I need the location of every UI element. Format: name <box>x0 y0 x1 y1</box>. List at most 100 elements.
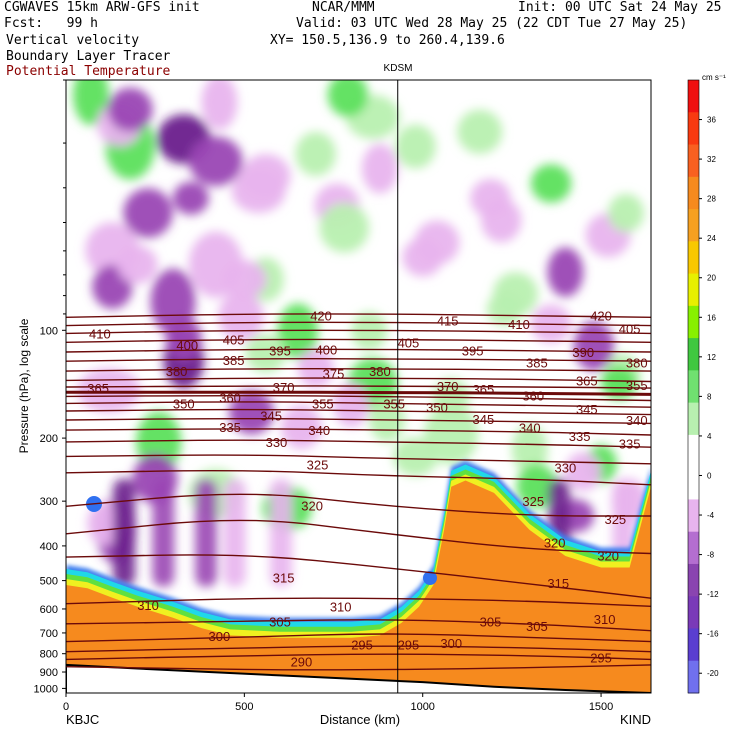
header-center: NCAR/MMM <box>312 0 375 15</box>
theta-label: 385 <box>526 355 548 370</box>
header-valid: Valid: 03 UTC Wed 28 May 25 (22 CDT Tue … <box>296 16 688 31</box>
theta-label: 410 <box>508 317 530 332</box>
velocity-cell <box>333 382 370 427</box>
velocity-cell <box>608 193 645 233</box>
theta-contour-355 <box>66 417 651 425</box>
velocity-column <box>223 478 246 587</box>
colorbar-swatch <box>688 434 699 468</box>
theta-label: 295 <box>351 638 373 653</box>
theta-label: 290 <box>291 654 313 669</box>
velocity-cell <box>573 321 615 371</box>
velocity-cell <box>277 303 319 359</box>
colorbar-swatch <box>688 596 699 629</box>
y-tick-label: 700 <box>40 628 58 640</box>
velocity-cell <box>395 124 436 169</box>
theta-label: 320 <box>597 549 619 564</box>
theta-label: 325 <box>522 494 544 509</box>
colorbar-swatch <box>688 176 699 210</box>
theta-label: 390 <box>572 345 594 360</box>
colorbar-swatch <box>688 209 699 242</box>
theta-contour-310 <box>66 619 651 632</box>
theta-label: 310 <box>594 612 616 627</box>
velocity-cell <box>123 188 173 238</box>
colorbar-swatch <box>688 628 699 662</box>
colorbar-swatch <box>688 499 699 533</box>
colorbar-swatch <box>688 563 699 597</box>
theta-contour-360 <box>66 408 651 416</box>
colorbar-tick-label: -16 <box>707 630 719 639</box>
theta-label: 370 <box>437 379 459 394</box>
colorbar-tick-label: 24 <box>707 234 716 243</box>
velocity-column <box>270 478 293 587</box>
theta-label: 350 <box>173 396 195 411</box>
theta-label: 325 <box>604 512 626 527</box>
theta-label: 340 <box>519 421 541 436</box>
pbl-cell-blob <box>423 571 437 585</box>
colorbar-tick-label: 36 <box>707 116 716 125</box>
theta-label: 420 <box>590 309 612 324</box>
x-tick-label: 0 <box>63 701 69 713</box>
velocity-cell <box>117 245 158 284</box>
theta-contours <box>66 313 651 671</box>
plot-frame <box>65 79 652 694</box>
y-tick-label: 100 <box>40 325 58 337</box>
colorbar-unit: cm s⁻¹ <box>702 73 726 82</box>
theta-label: 310 <box>137 598 159 613</box>
theta-contour-405 <box>66 338 651 343</box>
velocity-cell <box>295 131 336 176</box>
theta-label: 355 <box>383 396 405 411</box>
theta-label: 395 <box>269 344 291 359</box>
colorbar-swatch <box>688 338 699 371</box>
colorbar-tick-label: 12 <box>707 353 716 362</box>
colorbar-swatch <box>688 370 699 404</box>
theta-contour-340 <box>66 454 651 465</box>
velocity-cell <box>393 437 439 476</box>
theta-label: 350 <box>426 400 448 415</box>
theta-contour-365 <box>66 401 651 408</box>
y-tick-label: 800 <box>40 649 58 661</box>
x-tick-label: 1000 <box>410 701 434 713</box>
colorbar-tick-label: -20 <box>707 669 719 678</box>
velocity-cell <box>530 164 572 203</box>
theta-label: 335 <box>569 429 591 444</box>
colorbar-swatch <box>688 531 699 565</box>
velocity-cell <box>361 143 398 194</box>
y-axis: 100 200 300 400 500 600 700 800 900 1000 <box>34 79 66 695</box>
theta-label: 345 <box>576 402 598 417</box>
theta-label: 305 <box>480 614 502 629</box>
header-field-potential-temperature: Potential Temperature <box>6 64 171 79</box>
theta-label: 365 <box>576 373 598 388</box>
theta-label: 380 <box>626 355 648 370</box>
theta-label: 320 <box>301 498 323 513</box>
theta-label: 305 <box>526 619 548 634</box>
velocity-cell <box>414 220 460 265</box>
y-axis-label: Pressure (hPa), log scale <box>17 318 31 453</box>
velocity-cell <box>281 405 322 450</box>
colorbar-tick-label: 20 <box>707 274 716 283</box>
colorbar-swatch <box>688 660 699 694</box>
station-mid-label: KDSM <box>384 63 413 74</box>
y-tick-label: 200 <box>40 433 58 445</box>
theta-label: 375 <box>323 366 345 381</box>
header-field-pbl-tracer: Boundary Layer Tracer <box>6 49 171 64</box>
header-fcst: Fcst: 99 h <box>4 16 98 31</box>
theta-contour-410 <box>66 329 651 335</box>
theta-label: 420 <box>310 309 332 324</box>
header-xy: XY= 150.5,136.9 to 260.4,139.6 <box>270 33 505 48</box>
velocity-cell <box>327 80 369 117</box>
theta-label: 415 <box>437 314 459 329</box>
theta-label: 380 <box>166 364 188 379</box>
theta-contour-385 <box>66 377 651 383</box>
velocity-cell <box>201 80 238 130</box>
colorbar-swatch <box>688 305 699 339</box>
colorbar-tick-label: 16 <box>707 313 716 322</box>
header-field-vertical-velocity: Vertical velocity <box>6 33 140 48</box>
colorbar-swatch <box>688 144 699 178</box>
theta-label: 300 <box>209 629 231 644</box>
colorbar-tick-label: 28 <box>707 195 716 204</box>
velocity-cell <box>351 311 388 351</box>
theta-label: 310 <box>330 599 352 614</box>
velocity-cell <box>600 366 637 400</box>
velocity-cell <box>319 203 369 253</box>
